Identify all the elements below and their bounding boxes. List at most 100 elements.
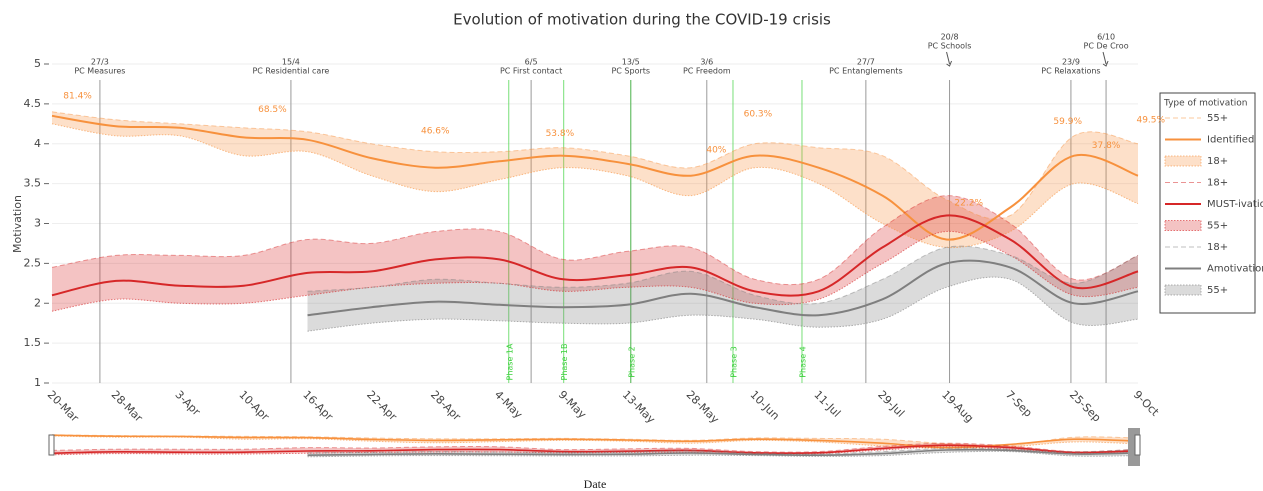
- annotation: 40%: [706, 146, 726, 156]
- x-tick-label: 28-Apr: [428, 388, 464, 424]
- event-date: 15/4: [282, 58, 300, 67]
- series-line: [307, 259, 1139, 317]
- band-edge: [307, 450, 1139, 458]
- event-date: 13/5: [622, 58, 640, 67]
- series-line: [51, 114, 1139, 241]
- legend-swatch: [1164, 284, 1202, 296]
- y-tick-label: 3.5: [24, 177, 42, 190]
- x-tick-label: 13-May: [620, 388, 658, 426]
- event-arrow: [946, 51, 951, 65]
- phase-label: Phase 2: [627, 346, 636, 378]
- event-label: PC Entanglements: [829, 67, 903, 76]
- band-fill: [52, 443, 1138, 455]
- event-label: PC Sports: [611, 67, 650, 76]
- band-edge: [51, 230, 1139, 312]
- annotation: 22.2%: [954, 198, 983, 208]
- x-tick-label: 11-Jul: [811, 388, 843, 420]
- legend-title: Type of motivation: [1163, 99, 1247, 109]
- y-tick-label: 4.5: [24, 97, 42, 110]
- y-tick-label: 2: [34, 296, 41, 309]
- event-date: 20/8: [941, 33, 959, 42]
- x-tick-label: 10-Apr: [236, 388, 272, 424]
- event-label: PC First contact: [500, 67, 562, 76]
- event-arrow: [1102, 51, 1107, 65]
- event-label: PC Residential care: [252, 67, 329, 76]
- x-tick-label: 28-May: [684, 388, 722, 426]
- band-fill: [307, 246, 1138, 332]
- band-edge: [307, 276, 1139, 332]
- event-date: 6/10: [1097, 33, 1115, 42]
- x-tick-label: 7-Sep: [1003, 388, 1035, 420]
- legend-label: 18+: [1207, 156, 1228, 167]
- band-edge: [51, 111, 1139, 220]
- x-tick-label: 20-Mar: [45, 388, 82, 425]
- event-arrowhead: [946, 60, 953, 67]
- x-tick-label: 28-Mar: [109, 388, 146, 425]
- event-date: 27/3: [91, 58, 109, 67]
- event-label: PC Relaxations: [1041, 67, 1100, 76]
- annotation: 59.9%: [1053, 117, 1082, 127]
- event-date: 27/7: [857, 58, 875, 67]
- event-label: PC Freedom: [683, 67, 731, 76]
- event-date: 6/5: [525, 58, 538, 67]
- y-axis-title: Motivation: [11, 195, 24, 253]
- x-tick-label: 25-Sep: [1067, 388, 1104, 425]
- x-tick-label: 9-May: [556, 388, 589, 421]
- annotation: 81.4%: [63, 91, 92, 101]
- event-label: PC Schools: [928, 42, 972, 51]
- legend-label: 55+: [1207, 221, 1228, 232]
- phase-label: Phase 1B: [560, 343, 569, 380]
- x-axis-title: Date: [584, 477, 607, 491]
- phase-label: Phase 1A: [505, 343, 514, 381]
- event-date: 23/9: [1062, 58, 1080, 67]
- band-edge: [51, 435, 1139, 449]
- legend-label: MUST-ivation: [1207, 199, 1263, 210]
- legend-swatch: [1164, 155, 1202, 167]
- band-edge: [51, 195, 1139, 286]
- band-edge: [307, 245, 1139, 305]
- annotation: 53.8%: [546, 129, 575, 139]
- series-line: [51, 214, 1139, 297]
- event-date: 3/6: [700, 58, 713, 67]
- x-tick-label: 9-Oct: [1131, 388, 1162, 419]
- legend-swatch: [1164, 220, 1202, 231]
- series-line: [307, 448, 1139, 457]
- x-tick-label: 16-Apr: [300, 388, 336, 424]
- y-tick-label: 3: [34, 217, 41, 230]
- x-tick-label: 29-Jul: [875, 388, 907, 420]
- range-handle[interactable]: [1134, 434, 1141, 456]
- x-tick-label: 4-May: [492, 388, 525, 421]
- y-tick-label: 5: [34, 57, 41, 70]
- annotation: 49.5%: [1136, 115, 1165, 125]
- x-tick-label: 10-Jun: [747, 388, 782, 423]
- series-line: [51, 434, 1139, 449]
- legend-label: 55+: [1207, 285, 1228, 296]
- series-line: [51, 444, 1139, 455]
- y-tick-label: 1.5: [24, 336, 42, 349]
- phase-label: Phase 4: [798, 346, 807, 378]
- range-handle[interactable]: [48, 434, 55, 456]
- chart-title: Evolution of motivation during the COVID…: [453, 11, 831, 29]
- legend-label: Amotivation: [1207, 264, 1263, 275]
- x-tick-label: 3-Apr: [173, 388, 204, 419]
- annotation: 46.6%: [421, 126, 450, 136]
- y-tick-label: 4: [34, 137, 41, 150]
- legend-label: Identified: [1207, 135, 1254, 146]
- event-arrowhead: [1102, 60, 1109, 67]
- band-fill: [52, 195, 1138, 312]
- event-label: PC De Croo: [1084, 42, 1129, 51]
- band-edge: [51, 434, 1139, 447]
- x-tick-label: 19-Aug: [939, 388, 976, 425]
- y-tick-label: 1: [34, 376, 41, 389]
- band-edge: [51, 442, 1139, 453]
- phase-label: Phase 3: [729, 346, 738, 378]
- legend-label: 55+: [1207, 113, 1228, 124]
- legend-label: 18+: [1207, 242, 1228, 253]
- y-tick-label: 2.5: [24, 256, 42, 269]
- annotation: 60.3%: [744, 110, 773, 120]
- x-tick-label: 22-Apr: [364, 388, 400, 424]
- annotation: 37.8%: [1092, 141, 1121, 151]
- legend-label: 18+: [1207, 178, 1228, 189]
- band-edge: [51, 446, 1139, 456]
